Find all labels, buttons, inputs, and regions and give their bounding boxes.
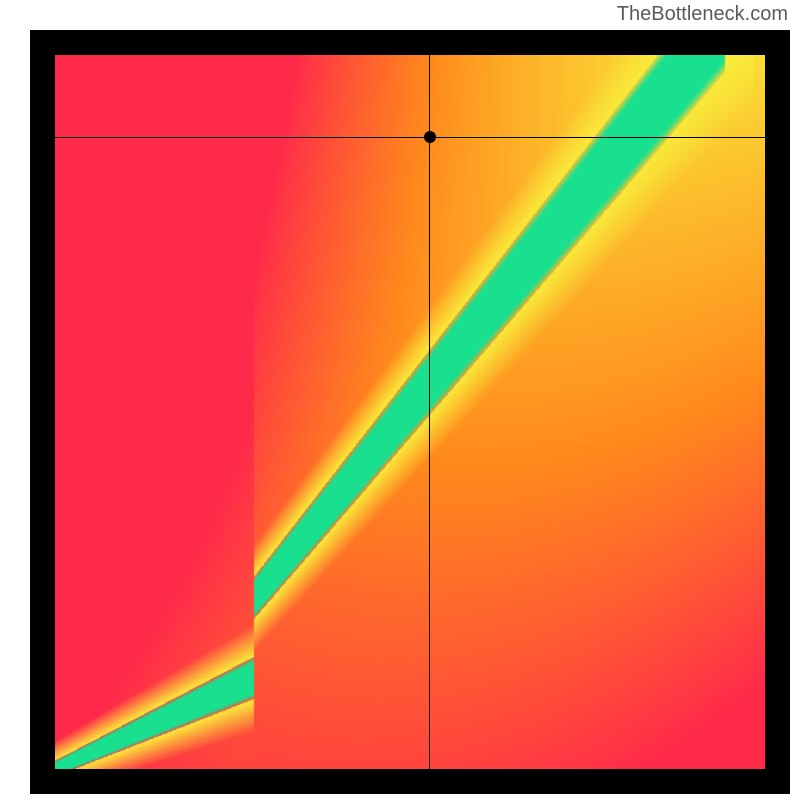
chart-container: TheBottleneck.com <box>0 0 800 800</box>
crosshair-horizontal <box>55 137 765 138</box>
crosshair-marker <box>424 131 436 143</box>
plot-frame <box>30 30 790 794</box>
watermark-text: TheBottleneck.com <box>617 3 788 26</box>
crosshair-vertical <box>429 55 430 769</box>
